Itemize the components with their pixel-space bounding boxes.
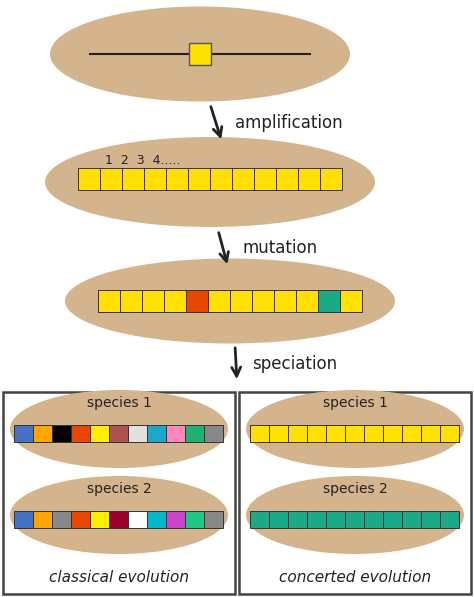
Bar	[274, 290, 296, 312]
Bar	[346, 424, 365, 442]
Bar	[15, 424, 34, 442]
Bar	[3, 392, 235, 594]
Bar	[250, 424, 270, 442]
Text: speciation: speciation	[252, 355, 337, 373]
Text: mutation: mutation	[243, 239, 318, 257]
Bar	[210, 168, 232, 190]
Bar	[185, 510, 204, 528]
Bar	[144, 168, 166, 190]
Bar	[208, 290, 230, 312]
Bar	[232, 168, 254, 190]
Bar	[289, 510, 308, 528]
Bar	[308, 424, 327, 442]
Bar	[270, 424, 289, 442]
Bar	[188, 168, 210, 190]
Bar	[15, 510, 34, 528]
Ellipse shape	[45, 137, 375, 227]
Text: classical evolution: classical evolution	[49, 570, 189, 585]
Bar	[230, 290, 252, 312]
Bar	[289, 424, 308, 442]
Bar	[440, 510, 459, 528]
Bar	[186, 290, 208, 312]
Bar	[239, 392, 471, 594]
Bar	[383, 510, 402, 528]
Bar	[72, 424, 91, 442]
Text: species 1: species 1	[323, 396, 387, 410]
Bar	[440, 424, 459, 442]
Bar	[252, 290, 274, 312]
Bar	[254, 168, 276, 190]
Bar	[100, 168, 122, 190]
Bar	[53, 424, 72, 442]
Ellipse shape	[50, 7, 350, 101]
Bar	[142, 290, 164, 312]
Text: 1  2  3  4.....: 1 2 3 4.....	[105, 153, 181, 167]
Bar	[91, 424, 109, 442]
Bar	[327, 510, 346, 528]
Bar	[91, 510, 109, 528]
Bar	[270, 510, 289, 528]
Bar	[166, 510, 185, 528]
Text: species 2: species 2	[323, 482, 387, 496]
Bar	[421, 510, 440, 528]
Bar	[109, 424, 128, 442]
Bar	[402, 424, 421, 442]
Text: amplification: amplification	[235, 114, 343, 132]
Text: concerted evolution: concerted evolution	[279, 570, 431, 585]
Bar	[421, 424, 440, 442]
Bar	[34, 424, 53, 442]
Text: species 2: species 2	[87, 482, 151, 496]
Text: species 1: species 1	[87, 396, 151, 410]
Bar	[308, 510, 327, 528]
Bar	[34, 510, 53, 528]
Bar	[166, 168, 188, 190]
Bar	[147, 510, 166, 528]
Bar	[122, 168, 144, 190]
Bar	[164, 290, 186, 312]
Bar	[402, 510, 421, 528]
Bar	[72, 510, 91, 528]
Bar	[128, 510, 147, 528]
Bar	[296, 290, 318, 312]
Bar	[340, 290, 362, 312]
Ellipse shape	[10, 390, 228, 468]
Bar	[365, 424, 383, 442]
Bar	[78, 168, 100, 190]
Bar	[53, 510, 72, 528]
Bar	[250, 510, 270, 528]
Bar	[189, 43, 211, 65]
Bar	[346, 510, 365, 528]
Bar	[320, 168, 342, 190]
Bar	[185, 424, 204, 442]
Bar	[298, 168, 320, 190]
Bar	[383, 424, 402, 442]
Bar	[98, 290, 120, 312]
Bar	[147, 424, 166, 442]
Bar	[109, 510, 128, 528]
Ellipse shape	[246, 476, 464, 554]
Bar	[128, 424, 147, 442]
Ellipse shape	[10, 476, 228, 554]
Ellipse shape	[246, 390, 464, 468]
Bar	[120, 290, 142, 312]
Bar	[166, 424, 185, 442]
Bar	[327, 424, 346, 442]
Bar	[204, 424, 224, 442]
Bar	[204, 510, 224, 528]
Bar	[318, 290, 340, 312]
Ellipse shape	[65, 259, 395, 343]
Bar	[365, 510, 383, 528]
Bar	[276, 168, 298, 190]
